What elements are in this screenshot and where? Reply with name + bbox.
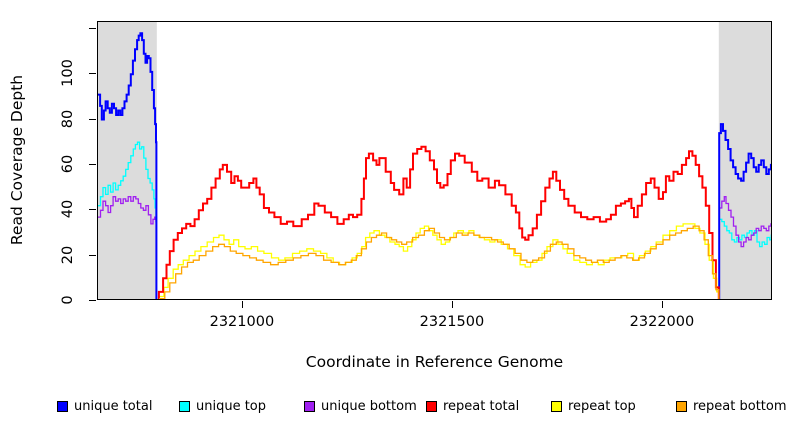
legend-item: repeat total [426, 398, 520, 414]
left-masked-region [98, 22, 157, 299]
legend-item-label: unique total [74, 398, 153, 414]
series-line-unique-total [98, 32, 771, 299]
y-tick [89, 300, 96, 301]
y-tick [89, 118, 96, 120]
legend-item: unique bottom [304, 398, 417, 414]
y-tick-label: 20 [60, 245, 76, 264]
legend-swatch [179, 400, 190, 412]
y-tick [89, 27, 96, 29]
series-line-repeat-bottom [159, 225, 720, 299]
y-tick-label: 80 [60, 109, 76, 128]
legend-item: repeat top [551, 398, 636, 414]
plot-area [97, 21, 772, 300]
legend-item-label: repeat total [443, 398, 520, 414]
x-tick-label: 2321000 [209, 314, 275, 330]
legend-swatch [426, 400, 437, 412]
legend-item-label: repeat bottom [693, 398, 787, 414]
legend-item: unique top [179, 398, 267, 414]
y-tick-label: 100 [60, 59, 76, 87]
y-tick-label: 60 [60, 154, 76, 174]
y-tick-label: 40 [60, 200, 76, 219]
x-tick [661, 301, 663, 308]
y-tick [89, 163, 96, 165]
x-tick-label: 2321500 [419, 314, 485, 330]
legend-swatch [676, 400, 687, 412]
y-tick-label: 0 [60, 295, 76, 305]
y-tick [89, 254, 96, 256]
legend-item: unique total [57, 398, 153, 414]
x-tick [451, 301, 453, 308]
legend-item-label: unique top [196, 398, 267, 414]
y-tick [89, 209, 96, 211]
y-tick [89, 73, 96, 75]
legend-item: repeat bottom [676, 398, 787, 414]
x-axis-title: Coordinate in Reference Genome [305, 353, 564, 371]
coverage-plot-canvas [98, 22, 771, 299]
x-tick [241, 301, 243, 308]
legend-item-label: unique bottom [321, 398, 417, 414]
series-line-repeat-total [157, 145, 720, 299]
series-line-repeat-top [158, 223, 720, 299]
y-axis-title: Read Coverage Depth [8, 74, 26, 246]
legend-swatch [57, 400, 68, 412]
legend-item-label: repeat top [568, 398, 636, 414]
legend-swatch [304, 400, 315, 412]
x-tick-label: 2322000 [629, 314, 695, 330]
legend-swatch [551, 400, 562, 412]
